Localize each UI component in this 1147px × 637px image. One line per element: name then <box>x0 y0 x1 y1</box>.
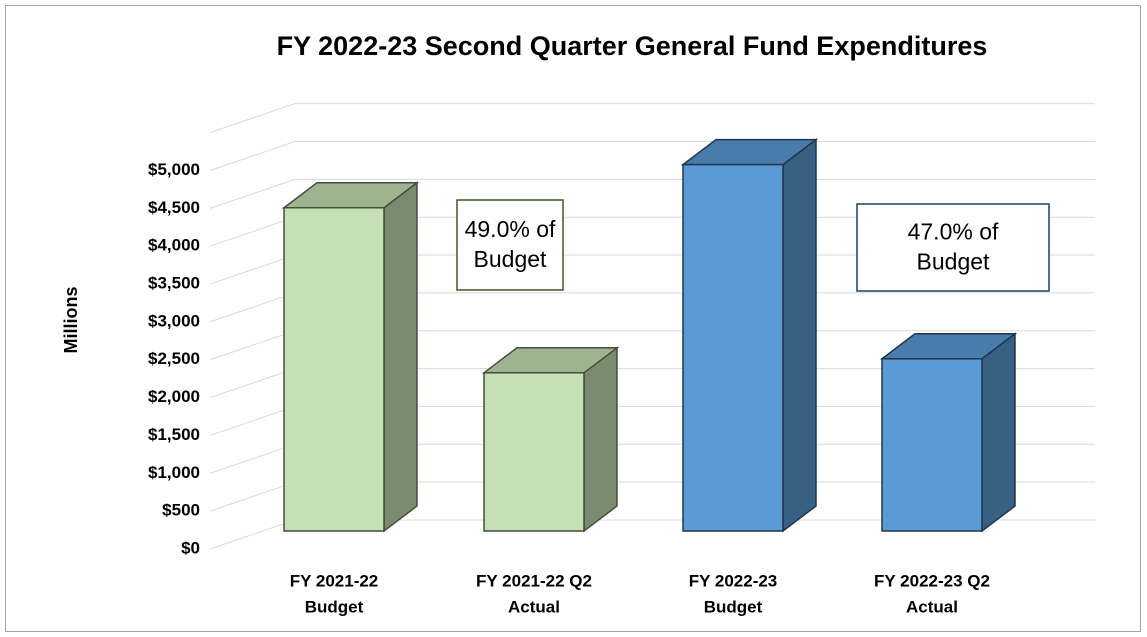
grid-line <box>209 481 296 512</box>
y-tick-label: $1,000 <box>148 463 200 482</box>
x-tick-label: FY 2021-22 <box>290 571 379 590</box>
annotation-box <box>856 203 1050 292</box>
grid-line <box>209 178 296 209</box>
y-tick-label: $3,500 <box>148 274 200 293</box>
annotation-text: Budget <box>474 246 548 272</box>
grid-line <box>209 443 296 474</box>
y-tick-label: $5,000 <box>148 160 200 179</box>
annotation-box <box>456 199 564 291</box>
y-tick-label: $1,500 <box>148 425 200 444</box>
bar-side <box>383 181 418 533</box>
y-axis-label: Millions <box>61 287 81 354</box>
grid-line <box>209 330 296 361</box>
bar <box>682 163 784 532</box>
y-tick-label: $3,000 <box>148 311 200 330</box>
grid-line <box>209 254 296 285</box>
y-tick-label: $2,000 <box>148 387 200 406</box>
grid-line <box>209 368 296 399</box>
grid-line <box>209 292 296 323</box>
y-tick-label: $500 <box>162 501 200 520</box>
x-tick-label: Actual <box>508 597 560 616</box>
x-tick-label: Budget <box>305 597 364 616</box>
bar-side <box>981 332 1016 533</box>
y-tick-label: $4,000 <box>148 236 200 255</box>
x-tick-label: FY 2022-23 <box>689 571 778 590</box>
grid-line <box>209 405 296 436</box>
wall-edge <box>209 103 296 134</box>
bar-side <box>782 138 817 533</box>
x-tick-label: FY 2021-22 Q2 <box>476 571 592 590</box>
chart-title: FY 2022-23 Second Quarter General Fund E… <box>277 31 988 61</box>
grid-line <box>209 141 296 171</box>
bar <box>283 207 385 532</box>
bar <box>881 358 983 532</box>
grid-line <box>209 216 296 247</box>
y-tick-label: $0 <box>181 538 200 557</box>
x-tick-label: Budget <box>704 597 763 616</box>
bar-side <box>583 346 618 533</box>
x-tick-label: Actual <box>906 597 958 616</box>
annotation-text: 47.0% of <box>908 219 999 245</box>
y-tick-label: $2,500 <box>148 349 200 368</box>
annotation-text: 49.0% of <box>465 216 556 242</box>
x-tick-label: FY 2022-23 Q2 <box>874 571 990 590</box>
y-tick-label: $4,500 <box>148 198 200 217</box>
bar <box>483 372 585 532</box>
grid-line <box>209 519 296 550</box>
annotation-text: Budget <box>917 249 991 275</box>
